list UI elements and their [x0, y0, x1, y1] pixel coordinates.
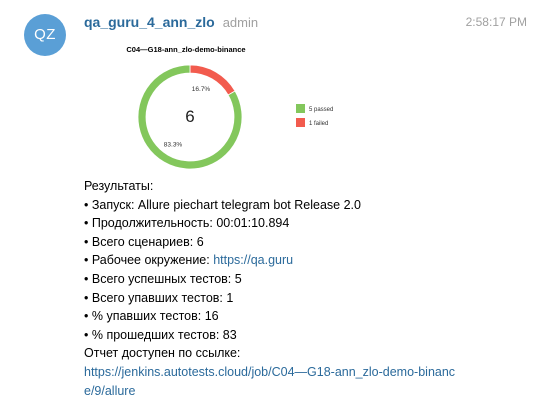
message-timestamp: 2:58:17 PM: [465, 15, 527, 29]
legend-swatch: [296, 118, 305, 127]
chart-center-total: 6: [185, 107, 194, 126]
chart-title: C04—G18-ann_zlo-demo-binance: [126, 45, 245, 54]
result-line-passed-percent: • % прошедших тестов: 83: [84, 326, 524, 345]
result-label: Продолжительность:: [91, 216, 217, 231]
result-value: 83: [222, 327, 237, 342]
bullet: •: [84, 234, 89, 249]
bullet: •: [84, 327, 89, 342]
bullet: •: [84, 197, 89, 212]
result-label: % прошедших тестов:: [91, 327, 223, 342]
legend-swatch: [296, 104, 305, 113]
result-line-passed: • Всего успешных тестов: 5: [84, 270, 524, 289]
bullet: •: [84, 290, 89, 305]
result-line-run: • Запуск: Allure piechart telegram bot R…: [84, 196, 524, 215]
pie-slice-percent-label: 83.3%: [164, 141, 183, 148]
message-header: qa_guru_4_ann_zlo admin: [84, 14, 258, 30]
bullet: •: [84, 216, 89, 231]
pie-chart[interactable]: C04—G18-ann_zlo-demo-binance 16.7% 83.3% …: [110, 42, 390, 172]
result-label: Всего сценариев:: [91, 234, 197, 249]
report-label: Отчет доступен по ссылке:: [84, 346, 241, 361]
sender-role: admin: [222, 15, 259, 30]
result-value: 1: [226, 290, 234, 305]
avatar[interactable]: QZ: [24, 14, 66, 56]
result-value: 16: [204, 309, 219, 324]
result-line-environment: • Рабочее окружение: https://qa.guru: [84, 251, 524, 270]
result-line-scenarios: • Всего сценариев: 6: [84, 233, 524, 252]
result-label: % упавших тестов:: [91, 309, 205, 324]
environment-link[interactable]: https://qa.guru: [213, 253, 294, 268]
result-label: Всего упавших тестов:: [91, 290, 227, 305]
report-link[interactable]: https://jenkins.autotests.cloud/job/C04—…: [84, 364, 456, 398]
result-label: Запуск:: [91, 197, 138, 212]
result-line-failed-percent: • % упавших тестов: 16: [84, 307, 524, 326]
result-value: Allure piechart telegram bot Release 2.0: [137, 197, 361, 212]
pie-slice-percent-label: 16.7%: [192, 86, 211, 93]
results-heading: Результаты:: [84, 179, 154, 193]
bullet: •: [84, 253, 89, 268]
result-line-duration: • Продолжительность: 00:01:10.894: [84, 214, 524, 233]
pie-chart-svg: C04—G18-ann_zlo-demo-binance 16.7%83.3% …: [126, 45, 333, 170]
chart-legend: 5 passed 1 failed: [296, 104, 333, 127]
result-label: Рабочее окружение:: [91, 253, 214, 268]
sender-name[interactable]: qa_guru_4_ann_zlo: [84, 14, 215, 30]
result-value: 00:01:10.894: [216, 216, 290, 231]
result-label: Всего успешных тестов:: [91, 271, 235, 286]
result-line-failed: • Всего упавших тестов: 1: [84, 289, 524, 308]
legend-label: 1 failed: [309, 121, 328, 127]
bullet: •: [84, 271, 89, 286]
bullet: •: [84, 309, 89, 324]
pie-slice-5-passed: [137, 64, 243, 170]
result-value: 5: [234, 271, 242, 286]
legend-label: 5 passed: [309, 107, 333, 113]
message-text: Результаты: • Запуск: Allure piechart te…: [84, 177, 524, 400]
pie-slices: 16.7% 83.3%: [137, 64, 243, 170]
result-value: 6: [196, 234, 204, 249]
